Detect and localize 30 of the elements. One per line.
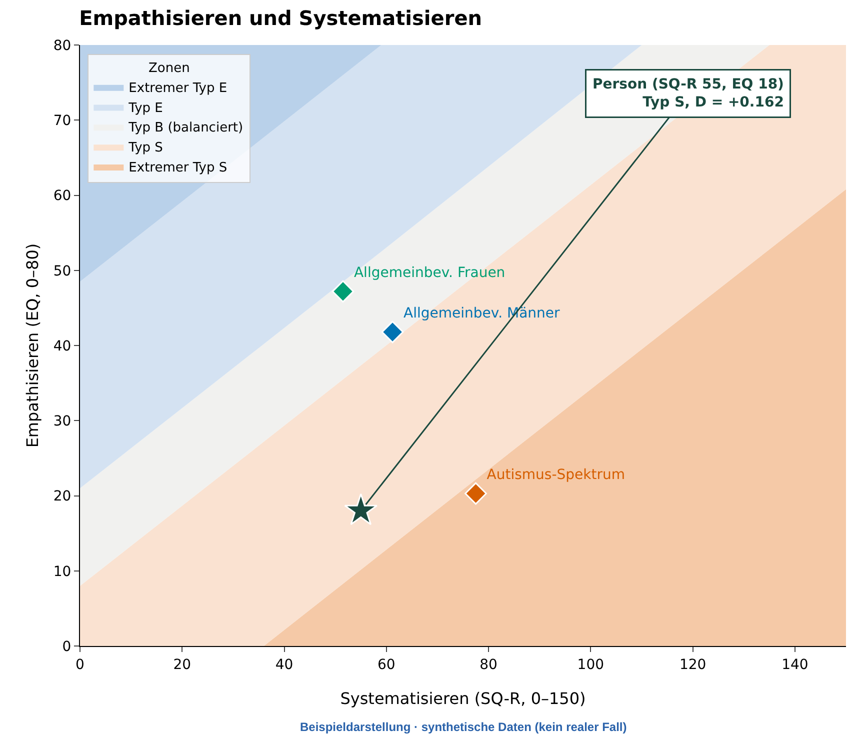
y-tick-label: 40	[53, 338, 72, 354]
legend-label: Typ B (balanciert)	[128, 120, 244, 136]
x-axis-title: Systematisieren (SQ-R, 0–150)	[340, 689, 586, 708]
y-tick-label: 50	[53, 263, 72, 280]
text: Beispieldarstellung · synthetische Daten (kein realer Fall)	[300, 720, 627, 734]
legend-label: Extremer Typ S	[128, 160, 228, 176]
y-tick-label: 10	[53, 564, 72, 580]
y-tick-label: 70	[53, 113, 72, 130]
series-label: Autismus-Spektrum	[486, 467, 626, 483]
x-tick-label: 0	[76, 656, 84, 673]
legend-label: Typ S	[128, 140, 163, 156]
x-tick-label: 100	[577, 656, 604, 673]
x-tick-label: 140	[782, 656, 808, 673]
x-tick-label: 40	[275, 656, 294, 673]
x-tick-label: 20	[173, 656, 192, 673]
y-tick-label: 60	[53, 188, 72, 204]
x-tick-label: 120	[679, 656, 706, 673]
y-tick-label: 0	[62, 638, 72, 655]
legend-label: Typ E	[128, 100, 163, 116]
chart-title: Empathisieren und Systematisieren	[79, 6, 482, 30]
y-axis-title: Empathisieren (EQ, 0–80)	[23, 243, 42, 448]
y-tick-label: 30	[53, 414, 72, 430]
x-tick-label: 80	[480, 656, 498, 673]
annotation: Person (SQ-R 55, EQ 18) Typ S, D = +0.162	[592, 76, 784, 111]
legend-label: Extremer Typ E	[128, 80, 228, 96]
y-tick-label: 20	[53, 488, 72, 505]
y-tick-label: 80	[53, 38, 72, 54]
x-tick-label: 60	[377, 656, 396, 673]
legend-title: Zonen	[148, 60, 190, 76]
series-label: Allgemeinbev. Frauen	[354, 264, 506, 281]
